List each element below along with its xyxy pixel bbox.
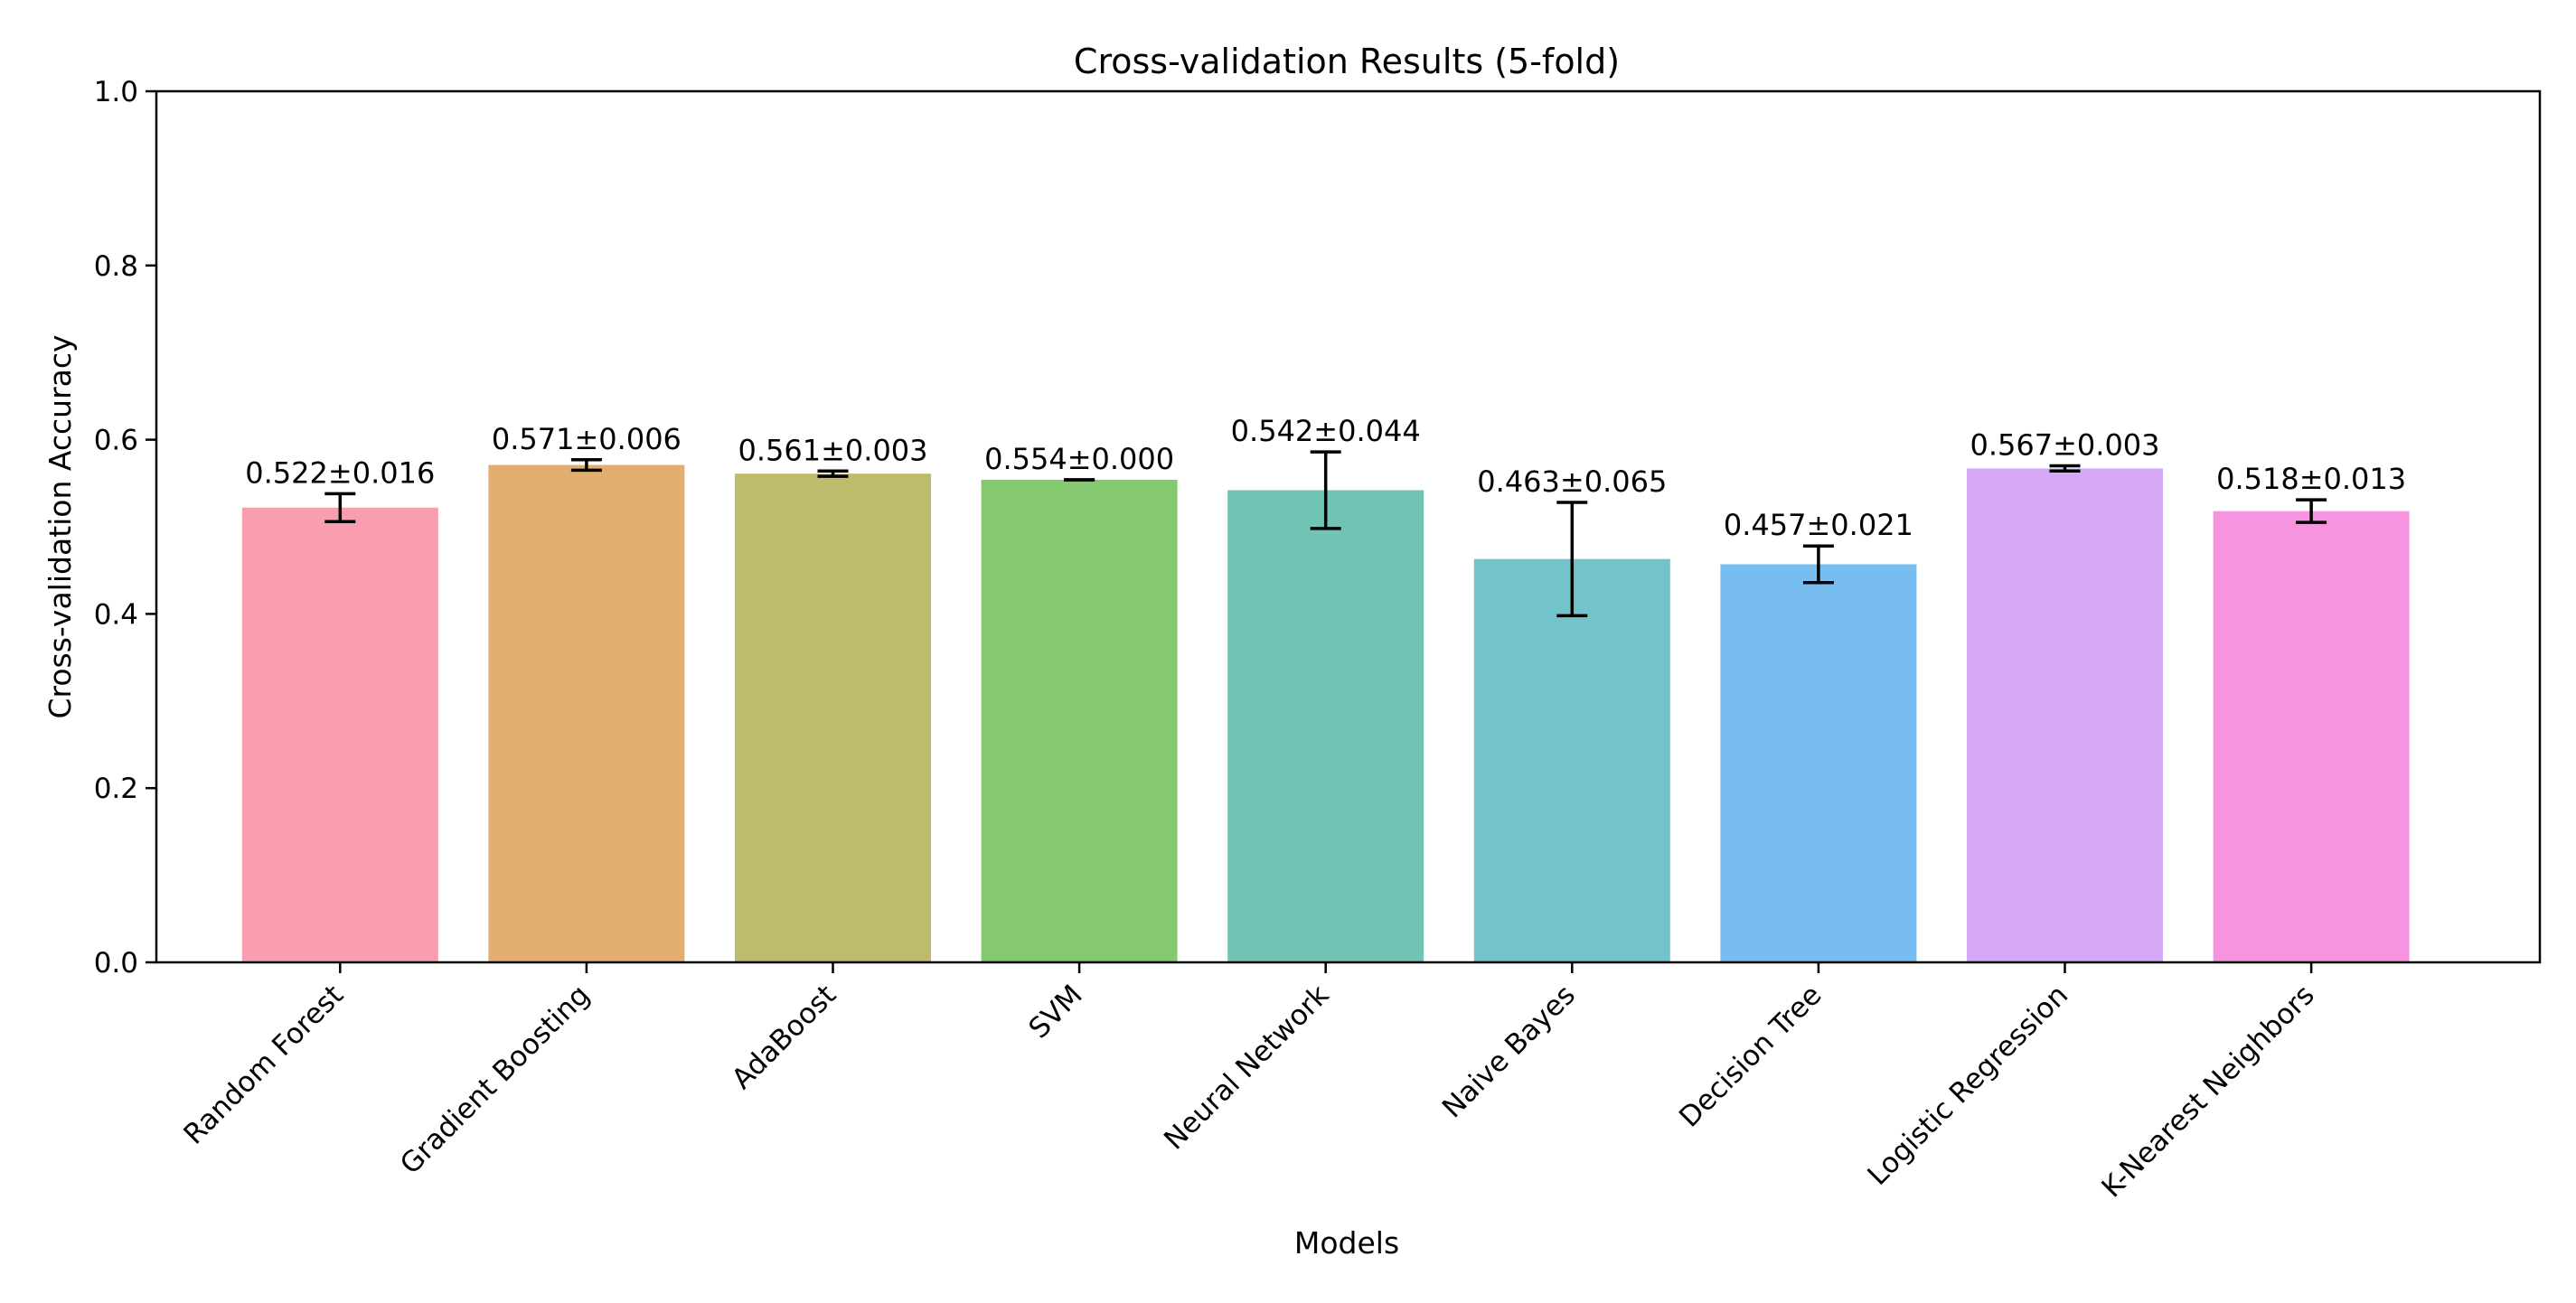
x-tick-label: Decision Tree bbox=[1673, 979, 1828, 1133]
y-tick-label: 0.6 bbox=[94, 425, 138, 457]
y-tick-label: 0.0 bbox=[94, 947, 138, 980]
data-label: 0.518±0.013 bbox=[2216, 462, 2406, 496]
bar bbox=[241, 507, 438, 962]
data-label: 0.554±0.000 bbox=[984, 442, 1174, 476]
bar bbox=[2213, 511, 2410, 962]
x-tick-label: AdaBoost bbox=[726, 979, 842, 1095]
bar bbox=[981, 479, 1178, 962]
plot-area-frame bbox=[155, 89, 2542, 964]
x-tick-label: Gradient Boosting bbox=[394, 979, 597, 1181]
data-label: 0.571±0.006 bbox=[492, 422, 682, 456]
x-tick-label: Naive Bayes bbox=[1436, 979, 1582, 1124]
data-label: 0.561±0.003 bbox=[738, 433, 927, 467]
bar bbox=[735, 473, 931, 962]
bar bbox=[1227, 490, 1424, 962]
y-tick-label: 0.8 bbox=[94, 250, 138, 283]
y-axis-label: Cross-validation Accuracy bbox=[42, 334, 78, 718]
bar bbox=[1473, 558, 1670, 962]
bar bbox=[1720, 564, 1917, 962]
x-tick-label: Neural Network bbox=[1158, 979, 1335, 1156]
x-axis-label: Models bbox=[1294, 1225, 1399, 1261]
data-label: 0.542±0.044 bbox=[1231, 414, 1421, 448]
data-label: 0.463±0.065 bbox=[1477, 464, 1667, 499]
chart-title: Cross-validation Results (5-fold) bbox=[1074, 42, 1620, 81]
x-tick-label: K-Nearest Neighbors bbox=[2095, 979, 2320, 1204]
data-label: 0.457±0.021 bbox=[1724, 508, 1913, 542]
x-tick-label: SVM bbox=[1022, 979, 1088, 1045]
data-label: 0.567±0.003 bbox=[1970, 428, 2159, 463]
x-tick-label: Logistic Regression bbox=[1861, 979, 2074, 1192]
data-label: 0.522±0.016 bbox=[245, 455, 435, 490]
bar bbox=[488, 464, 685, 962]
y-tick-label: 0.2 bbox=[94, 773, 138, 805]
y-tick-label: 0.4 bbox=[94, 598, 138, 631]
y-tick-label: 1.0 bbox=[94, 76, 138, 108]
bar bbox=[1967, 468, 2163, 962]
x-tick-label: Random Forest bbox=[178, 979, 350, 1150]
